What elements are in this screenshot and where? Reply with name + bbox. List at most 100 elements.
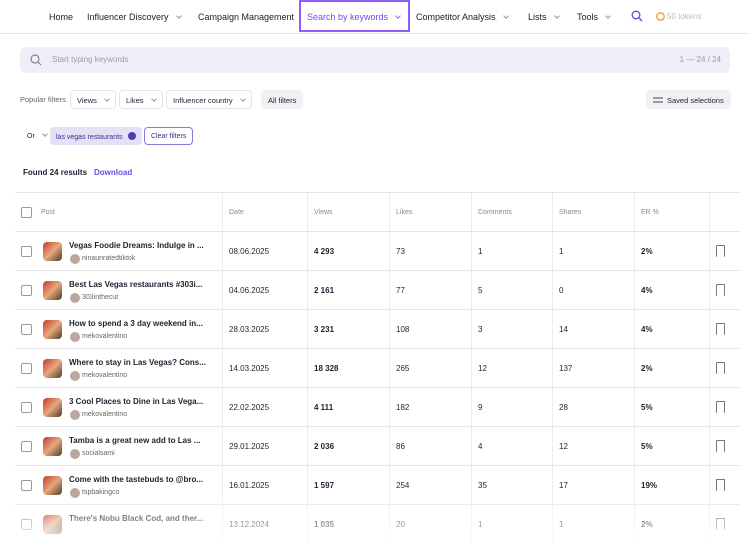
author-avatar [70, 293, 80, 303]
nav-item[interactable]: Home [49, 12, 74, 22]
cell: 3 [471, 310, 552, 348]
header-cell[interactable]: Shares [552, 193, 634, 231]
author-avatar [70, 254, 80, 264]
filters-label: Popular filters [20, 95, 66, 104]
operator-select[interactable]: Or [20, 127, 54, 145]
nav-item[interactable]: Lists [528, 12, 560, 22]
table-row[interactable]: How to spend a 3 day weekend in... mekova… [15, 309, 740, 348]
author-avatar [70, 449, 80, 459]
nav-item[interactable]: Tools [577, 12, 611, 22]
cell [709, 466, 740, 504]
cell: 137 [552, 349, 634, 387]
filter-button[interactable]: Views [70, 90, 116, 109]
cell: 28.03.2025 [222, 310, 307, 348]
cell: 254 [389, 466, 471, 504]
row-checkbox[interactable] [21, 402, 32, 413]
cell [709, 388, 740, 426]
cell: 14 [552, 310, 634, 348]
cell: 18 328 [307, 349, 389, 387]
header-cell: Post [41, 209, 56, 216]
cell: 4 111 [307, 388, 389, 426]
table-row[interactable]: Where to stay in Las Vegas? Cons... mekov… [15, 348, 740, 387]
token-icon [656, 12, 665, 21]
row-checkbox[interactable] [21, 246, 32, 257]
post-title: Best Las Vegas restaurants #303i... [69, 280, 203, 289]
saved-text: Saved selections [667, 96, 724, 105]
cell: 12 [471, 349, 552, 387]
table-row[interactable]: Best Las Vegas restaurants #303i... 303in… [15, 270, 740, 309]
cell: 0 [552, 271, 634, 309]
table-row[interactable]: Tamba is a great new add to Las ... socia… [15, 426, 740, 465]
cell: 2% [634, 349, 709, 387]
header-cell[interactable]: Views [307, 193, 389, 231]
nav-label: Search by keywords [307, 12, 401, 22]
saved-selections[interactable]: Saved selections [646, 90, 731, 109]
author-name: mekovalentino [82, 411, 128, 418]
cell: 265 [389, 349, 471, 387]
cell: 2% [634, 232, 709, 270]
post-title: Come with the tastebuds to @bro... [69, 475, 204, 484]
table-row[interactable]: 3 Cool Places to Dine in Las Vega... meko… [15, 387, 740, 426]
cell: 182 [389, 388, 471, 426]
author-name: 303inthecut [82, 294, 119, 301]
row-checkbox[interactable] [21, 285, 32, 296]
clear-filters[interactable]: Clear filters [144, 127, 194, 145]
cell: 5 [471, 271, 552, 309]
table-row[interactable]: Vegas Foodie Dreams: Indulge in ... ninau… [15, 231, 740, 270]
cell: 77 [389, 271, 471, 309]
bookmark[interactable] [716, 440, 725, 452]
post-thumbnail [43, 437, 62, 456]
cell: 2 036 [307, 427, 389, 465]
filter-button[interactable]: Influencer country [166, 90, 252, 109]
header-cell[interactable]: Likes [389, 193, 471, 231]
tokens: 50 tokens [667, 12, 702, 21]
post-title: Vegas Foodie Dreams: Indulge in ... [69, 241, 204, 250]
bookmark[interactable] [716, 362, 725, 374]
nav-text: Search by keywords [307, 12, 389, 22]
author-name: socialsami [82, 450, 115, 457]
header-cell[interactable]: Date [222, 193, 307, 231]
cell: 108 [389, 310, 471, 348]
cell: 08.06.2025 [222, 232, 307, 270]
header-cell[interactable]: ER % [634, 193, 709, 231]
download-link[interactable]: Download [94, 168, 133, 177]
bookmark[interactable] [716, 245, 725, 257]
cell: 73 [389, 232, 471, 270]
nav-item[interactable]: Campaign Management [198, 12, 295, 22]
header-cell[interactable]: Comments [471, 193, 552, 231]
table-row[interactable]: Come with the tastebuds to @bro... tspbak… [15, 465, 740, 504]
cell [709, 271, 740, 309]
nav-item[interactable]: Competitor Analysis [416, 12, 509, 22]
cell: 35 [471, 466, 552, 504]
filter-button[interactable]: All filters [261, 90, 304, 109]
post-title: Where to stay in Las Vegas? Cons... [69, 358, 206, 367]
filter-text: Likes [126, 96, 144, 105]
search-icon[interactable] [631, 10, 643, 22]
search-bar[interactable]: Start typing keywords 1 — 24 / 24 [20, 47, 730, 73]
keyword-chip[interactable]: las vegas restaurants [50, 127, 142, 145]
post-thumbnail [43, 359, 62, 378]
bookmark[interactable] [716, 284, 725, 296]
cell: 4% [634, 310, 709, 348]
row-checkbox[interactable] [21, 363, 32, 374]
nav-item[interactable]: Influencer Discovery [87, 12, 182, 22]
author-avatar [70, 332, 80, 342]
cell: 17 [552, 466, 634, 504]
operator-text: Or [27, 133, 35, 140]
row-checkbox[interactable] [21, 480, 32, 491]
filter-button[interactable]: Likes [119, 90, 163, 109]
table-header: Post Date Views Likes Comments Shares ER % [15, 192, 740, 231]
cell: 04.06.2025 [222, 271, 307, 309]
row-checkbox[interactable] [21, 441, 32, 452]
cell: 16.01.2025 [222, 466, 307, 504]
bookmark[interactable] [716, 323, 725, 335]
bookmark[interactable] [716, 401, 725, 413]
select-all[interactable] [21, 207, 32, 218]
active-nav[interactable]: Search by keywords [299, 0, 410, 32]
cell: 4 [471, 427, 552, 465]
post-title: 3 Cool Places to Dine in Las Vega... [69, 397, 204, 406]
bookmark[interactable] [716, 479, 725, 491]
results-count: Found 24 results [23, 168, 88, 177]
row-checkbox[interactable] [21, 324, 32, 335]
post-thumbnail [43, 320, 62, 339]
